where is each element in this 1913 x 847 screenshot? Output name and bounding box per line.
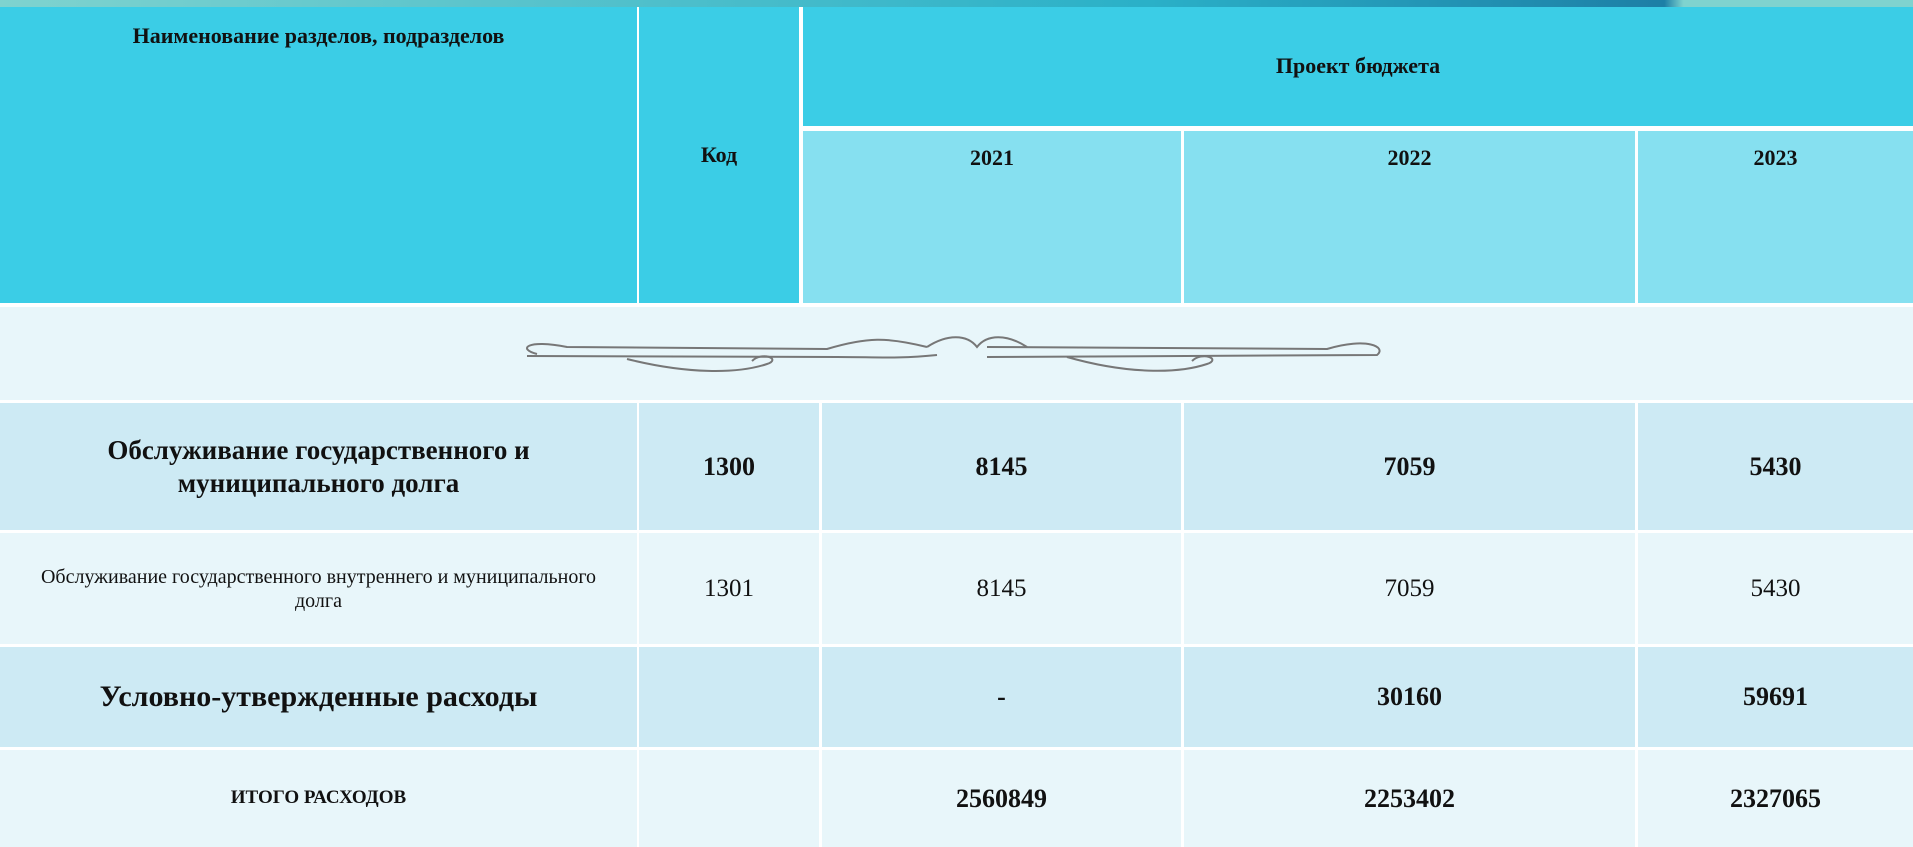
cell: - (822, 647, 1181, 747)
cell: 2253402 (1184, 750, 1635, 847)
cell: 7059 (1184, 533, 1635, 644)
row-label: Обслуживание государственного и муниципа… (0, 403, 637, 530)
row-label: Обслуживание государственного внутреннег… (0, 533, 637, 644)
cell: 8145 (822, 533, 1181, 644)
header-year: 2022 (1184, 131, 1635, 303)
cell (639, 750, 819, 847)
top-stripe (0, 0, 1913, 7)
cell: 1300 (639, 403, 819, 530)
ornament (507, 329, 1407, 379)
ornament-row (0, 307, 1913, 400)
cell: 5430 (1638, 533, 1913, 644)
cell: 7059 (1184, 403, 1635, 530)
cell: 2560849 (822, 750, 1181, 847)
header-name: Наименование разделов, подразделов (0, 7, 637, 303)
header-year: 2021 (803, 131, 1181, 303)
row-label: ИТОГО РАСХОДОВ (0, 750, 637, 847)
cell: 2327065 (1638, 750, 1913, 847)
row-label: Условно-утвержденные расходы (0, 647, 637, 747)
header-year: 2023 (1638, 131, 1913, 303)
cell: 30160 (1184, 647, 1635, 747)
header-code: Код (639, 7, 799, 303)
page: Наименование разделов, подразделов Код П… (0, 0, 1913, 847)
cell: 5430 (1638, 403, 1913, 530)
cell: 59691 (1638, 647, 1913, 747)
cell: 8145 (822, 403, 1181, 530)
header-budget: Проект бюджета (803, 7, 1913, 126)
cell (639, 647, 819, 747)
cell: 1301 (639, 533, 819, 644)
